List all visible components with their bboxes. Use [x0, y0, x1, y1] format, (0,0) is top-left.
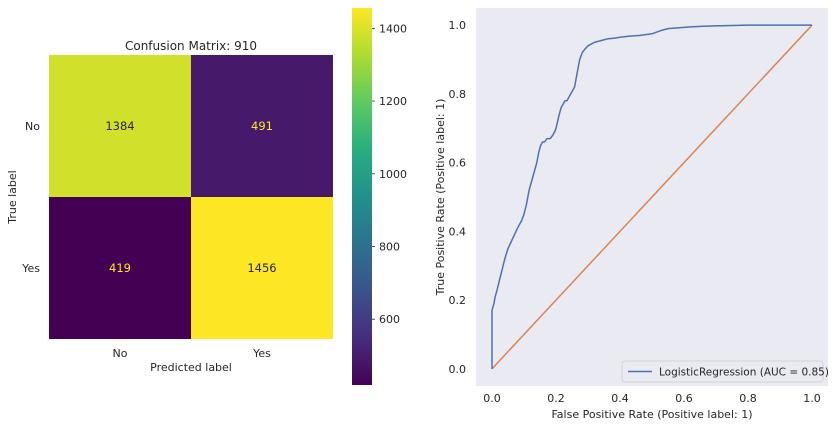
chance-line	[491, 24, 813, 370]
legend-box	[621, 360, 824, 383]
roc-ytick-label: 0.4	[449, 225, 467, 238]
cm-xtick-yes: Yes	[252, 347, 271, 360]
colorbar-tick-label: 600	[379, 313, 400, 326]
legend-label: LogisticRegression (AUC = 0.85)	[659, 367, 829, 379]
roc-lines	[491, 24, 813, 370]
colorbar	[352, 8, 372, 385]
cm-cells: 1384 491 419 1456	[49, 55, 333, 339]
colorbar-tick-label: 1000	[379, 168, 407, 181]
roc-xtick-label: 0.8	[739, 392, 757, 405]
colorbar-tick-label: 1400	[379, 22, 407, 35]
roc-xlabel: False Positive Rate (Positive label: 1)	[551, 408, 752, 421]
roc-xticks: 0.0 0.2 0.4 0.6 0.8 1.0	[483, 392, 821, 405]
cm-cell-value-1-0: 419	[109, 261, 131, 275]
cm-ytick-no: No	[25, 120, 40, 133]
cm-cell-value-0-1: 491	[251, 119, 273, 133]
roc-ytick-label: 0.0	[449, 363, 467, 376]
roc-xtick-label: 0.6	[675, 392, 693, 405]
roc-xtick-label: 0.2	[547, 392, 565, 405]
cm-cell-1-0	[49, 197, 191, 339]
cm-xtick-no: No	[113, 347, 128, 360]
roc-ytick-label: 0.8	[449, 88, 467, 101]
cm-ylabel: True label	[6, 170, 19, 224]
roc-xtick-label: 0.4	[611, 392, 629, 405]
roc-xtick-label: 0.0	[483, 392, 501, 405]
cm-ytick-yes: Yes	[21, 262, 40, 275]
roc-ytick-label: 1.0	[449, 19, 467, 32]
cm-xlabel: Predicted label	[150, 361, 232, 374]
roc-yticks: 0.0 0.2 0.4 0.6 0.8 1.0	[449, 19, 467, 376]
roc-ylabel: True Positive Rate (Positive label: 1)	[434, 99, 447, 297]
cm-cell-value-0-0: 1384	[105, 119, 134, 133]
cm-cell-0-1	[191, 55, 333, 197]
roc-curve	[491, 24, 812, 369]
colorbar-tick-label: 800	[379, 240, 400, 253]
colorbar-ticks: 600 800 1000 1200 1400	[372, 22, 407, 326]
cm-cell-value-1-1: 1456	[247, 261, 276, 275]
roc-panel: 0.0 0.2 0.4 0.6 0.8 1.0 0.0 0.2 0.4 0.6 0.8 1.0 Fa…	[434, 8, 829, 421]
roc-xtick-label: 1.0	[803, 392, 821, 405]
cm-cell-0-0	[49, 55, 191, 197]
cm-title: Confusion Matrix: 910	[125, 39, 257, 53]
cm-cell-1-1	[191, 197, 333, 339]
roc-ytick-label: 0.2	[449, 294, 467, 307]
roc-ytick-label: 0.6	[449, 157, 467, 170]
roc-legend: LogisticRegression (AUC = 0.85)	[621, 360, 829, 383]
colorbar-tick-label: 1200	[379, 95, 407, 108]
